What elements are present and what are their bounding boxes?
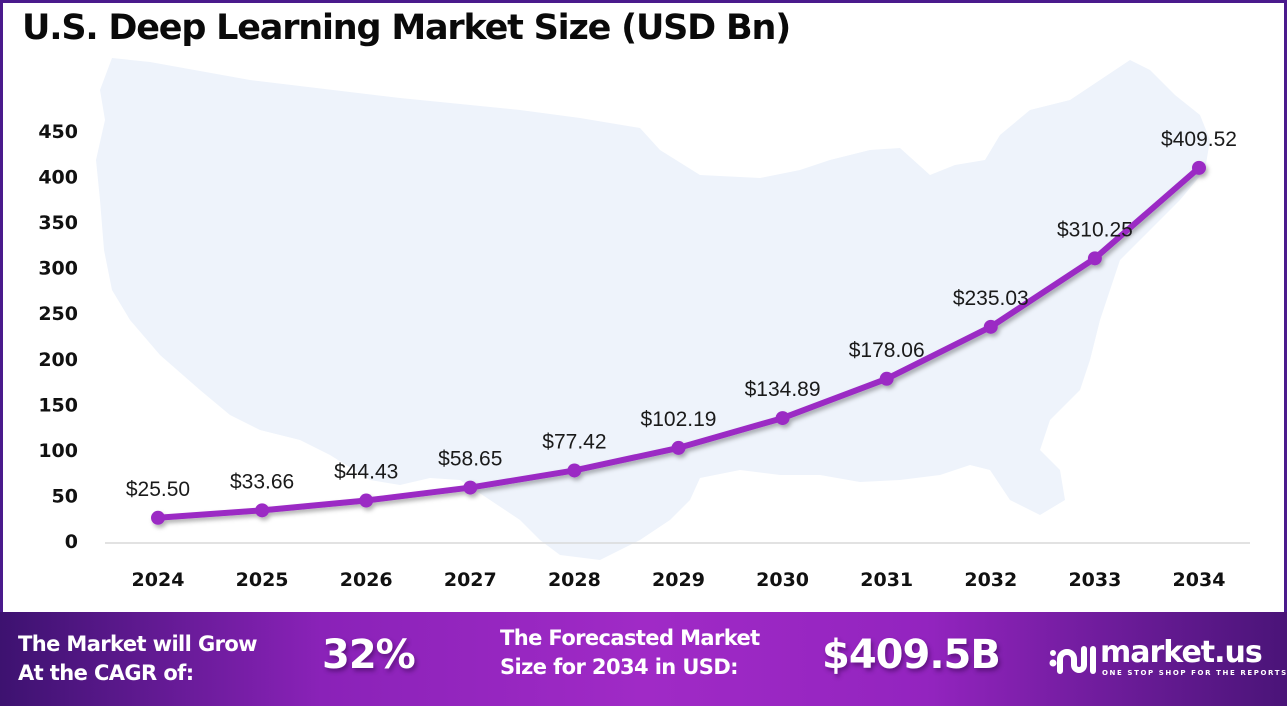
data-label: $235.03 [953,287,1029,310]
data-point-marker [359,493,374,508]
y-axis-ticks: 0 50 100 150 200 250 300 350 400 450 [38,121,78,553]
x-tick-label: 2024 [132,569,185,591]
x-tick-label: 2033 [1068,569,1121,591]
y-tick-label: 300 [38,258,78,280]
cagr-value: 32% [322,632,416,678]
logo-tagline: ONE STOP SHOP FOR THE REPORTS [1102,669,1287,677]
data-label: $33.66 [230,470,294,493]
y-tick-label: 0 [65,531,78,553]
data-point-marker [151,510,165,525]
data-point-marker [1192,160,1206,175]
forecast-value: $409.5B [822,632,1001,678]
data-labels: $25.50 $33.66 $44.43 $58.65 $77.42 $102.19 $13… [126,128,1237,501]
x-tick-label: 2026 [340,569,393,591]
data-label: $134.89 [745,378,821,401]
data-point-marker [255,503,270,518]
data-label: $310.25 [1057,218,1133,241]
data-point-marker [879,371,894,386]
x-tick-label: 2027 [444,569,497,591]
logo-mark-icon [1049,646,1096,674]
y-tick-label: 450 [38,121,78,143]
data-markers [151,160,1206,525]
forecast-label: The Forecasted Market Size for 2034 in U… [500,624,760,682]
y-tick-label: 50 [52,485,78,507]
data-label: $25.50 [126,478,190,501]
data-point-marker [463,480,478,495]
y-tick-label: 200 [38,349,78,371]
data-point-marker [567,463,582,478]
y-tick-label: 150 [38,394,78,416]
data-point-marker [1087,251,1102,266]
x-tick-label: 2031 [860,569,913,591]
y-tick-label: 350 [38,212,78,234]
data-point-marker [983,319,998,334]
cagr-label: The Market will Grow At the CAGR of: [18,630,258,688]
data-label: $77.42 [542,430,606,453]
y-tick-label: 100 [38,440,78,462]
chart-title: U.S. Deep Learning Market Size (USD Bn) [22,8,791,48]
data-label: $178.06 [849,339,925,362]
data-label: $44.43 [334,461,398,484]
x-tick-label: 2029 [652,569,705,591]
market-us-logo[interactable]: market.us ONE STOP SHOP FOR THE REPORTS [1048,635,1287,689]
footer-banner: The Market will Grow At the CAGR of: 32%… [0,612,1287,706]
cagr-label-line1: The Market will Grow [18,632,258,656]
x-tick-label: 2028 [548,569,601,591]
x-axis-ticks: 2024 2025 2026 2027 2028 2029 2030 2031 2032 2033… [132,569,1226,591]
x-tick-label: 2025 [236,569,289,591]
data-point-marker [671,440,686,455]
data-label: $409.52 [1161,128,1237,151]
line-chart: 0 50 100 150 200 250 300 350 400 450 2024 2025 2026… [38,58,1250,591]
logo-name: market.us [1100,635,1263,670]
data-label: $102.19 [641,408,717,431]
cagr-label-line2: At the CAGR of: [18,661,194,685]
x-tick-label: 2034 [1173,569,1226,591]
us-map-background [96,58,1210,560]
data-point-marker [775,411,790,426]
forecast-label-line1: The Forecasted Market [500,626,760,650]
y-tick-label: 250 [38,303,78,325]
y-tick-label: 400 [38,167,78,189]
x-tick-label: 2032 [964,569,1017,591]
x-tick-label: 2030 [756,569,809,591]
forecast-label-line2: Size for 2034 in USD: [500,655,739,679]
data-label: $58.65 [438,448,502,471]
